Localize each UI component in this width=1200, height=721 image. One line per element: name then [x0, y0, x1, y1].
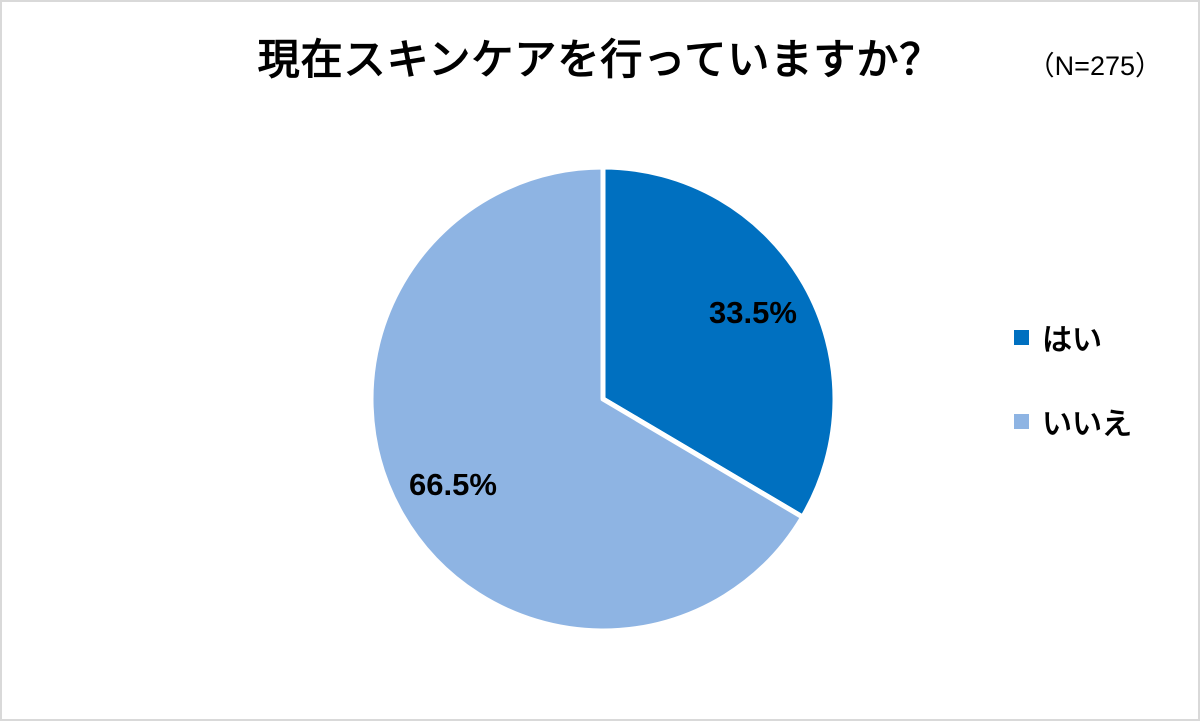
- legend-label-yes: はい: [1042, 324, 1102, 357]
- pie-slice-yes: [600, 164, 838, 520]
- legend-swatch-no-icon: [1014, 413, 1029, 429]
- slice-value-label-yes: 33.5%: [709, 295, 797, 330]
- legend-item-no: いいえ: [1014, 404, 1132, 441]
- legend-item-yes: はい: [1014, 320, 1132, 357]
- slice-value-label-no: 66.5%: [409, 467, 497, 502]
- legend-swatch-yes-icon: [1014, 329, 1029, 345]
- chart-title: 現在スキンケアを行っていますか？: [257, 36, 943, 83]
- pie-slice-no: [368, 164, 806, 634]
- legend: はい いいえ: [1014, 320, 1132, 441]
- legend-label-no: いいえ: [1042, 408, 1132, 441]
- sample-size-label: （N=275）: [1027, 51, 1162, 81]
